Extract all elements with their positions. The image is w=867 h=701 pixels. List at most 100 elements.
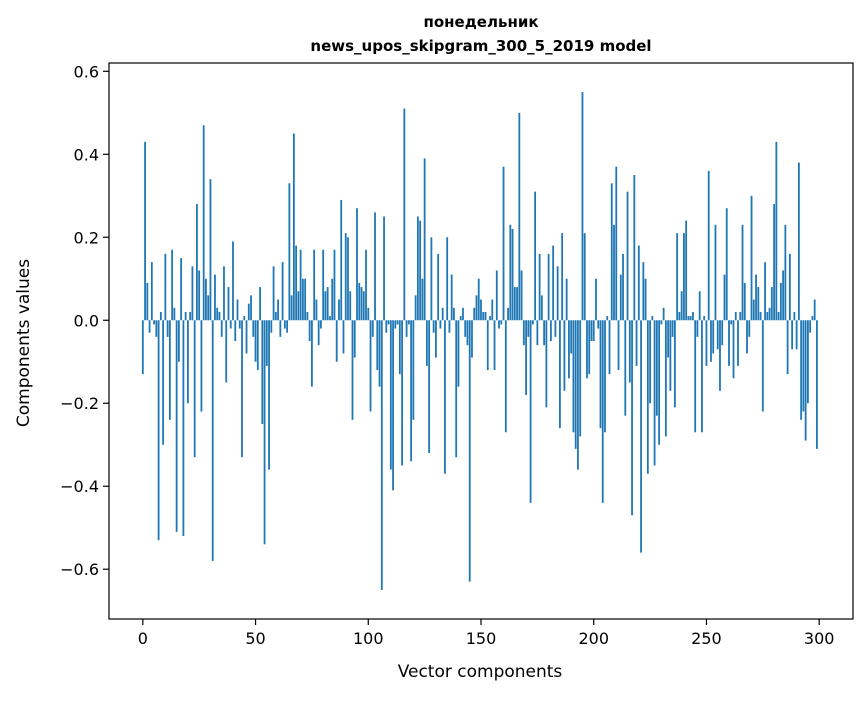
bar — [504, 320, 507, 433]
bar — [220, 320, 223, 337]
bar — [234, 320, 237, 341]
bar — [238, 320, 241, 329]
bar — [586, 320, 588, 379]
bar — [673, 320, 676, 408]
bar — [144, 141, 146, 321]
x-tick-label: 0 — [138, 629, 148, 648]
bar — [480, 299, 482, 321]
bar — [669, 320, 672, 391]
bar — [491, 299, 494, 321]
bar — [324, 291, 327, 321]
bar — [301, 278, 304, 321]
bar — [295, 245, 298, 321]
bar — [148, 320, 151, 333]
bar — [475, 295, 478, 321]
bar — [741, 224, 744, 321]
bars-group — [141, 92, 818, 590]
bar — [613, 224, 615, 321]
bar — [378, 320, 381, 387]
bar — [549, 320, 552, 341]
bar — [797, 162, 800, 321]
bar — [365, 249, 367, 321]
bar — [816, 320, 818, 449]
bar — [308, 320, 311, 341]
bar — [380, 320, 383, 590]
bar — [214, 274, 216, 321]
bar — [531, 320, 534, 325]
bar — [784, 224, 787, 321]
bar — [277, 299, 279, 321]
bar — [640, 320, 642, 553]
bar — [728, 320, 730, 366]
bar — [241, 320, 243, 458]
bar — [153, 320, 155, 325]
bar — [430, 237, 433, 321]
bar — [527, 320, 530, 337]
x-tick-label: 100 — [353, 629, 384, 648]
bar — [500, 320, 503, 325]
bar — [734, 311, 737, 321]
bar — [680, 291, 683, 321]
bar — [795, 320, 798, 350]
bar — [369, 320, 372, 412]
bar — [196, 204, 198, 321]
y-tick-label: −0.2 — [60, 394, 99, 413]
x-tick-label: 300 — [804, 629, 835, 648]
bar — [658, 320, 661, 445]
bar — [696, 320, 699, 337]
bar — [191, 266, 194, 321]
bar — [509, 224, 512, 321]
bar — [202, 125, 205, 321]
bar — [259, 287, 261, 321]
bar — [263, 320, 266, 545]
bar — [714, 224, 717, 321]
bar — [779, 282, 782, 321]
bar — [441, 307, 444, 321]
bar — [642, 262, 645, 321]
bar — [692, 311, 694, 321]
bar — [407, 320, 410, 325]
bar — [459, 316, 462, 321]
bar — [193, 320, 196, 458]
bar — [392, 320, 394, 491]
bar — [335, 320, 338, 362]
bar — [534, 191, 537, 321]
bar — [209, 179, 212, 321]
x-tick-label: 50 — [245, 629, 265, 648]
bar — [807, 320, 809, 404]
bar — [396, 320, 399, 325]
bar — [329, 316, 331, 321]
bar — [218, 311, 221, 321]
bar — [556, 266, 559, 321]
bar — [552, 245, 555, 321]
bar — [322, 249, 325, 321]
bar — [245, 320, 248, 354]
bar — [320, 320, 322, 329]
bar — [703, 316, 706, 321]
bar — [561, 233, 564, 321]
bar — [757, 287, 760, 321]
bar — [401, 320, 403, 466]
bar — [374, 212, 376, 321]
bar — [782, 270, 785, 321]
bar — [811, 316, 814, 321]
bar — [290, 295, 293, 321]
bar — [360, 287, 363, 321]
bar — [689, 316, 692, 321]
bar — [662, 307, 665, 321]
bar — [421, 278, 424, 321]
bar — [425, 320, 428, 366]
bar — [730, 320, 733, 325]
bar — [577, 320, 579, 470]
bar — [793, 311, 796, 321]
bar — [547, 253, 550, 321]
bar — [563, 320, 566, 391]
bar — [800, 320, 803, 420]
bar — [775, 141, 778, 321]
bar — [660, 320, 663, 325]
y-tick-label: 0.2 — [74, 228, 99, 247]
bar — [347, 237, 349, 321]
bar — [746, 320, 748, 354]
bar — [608, 320, 611, 375]
